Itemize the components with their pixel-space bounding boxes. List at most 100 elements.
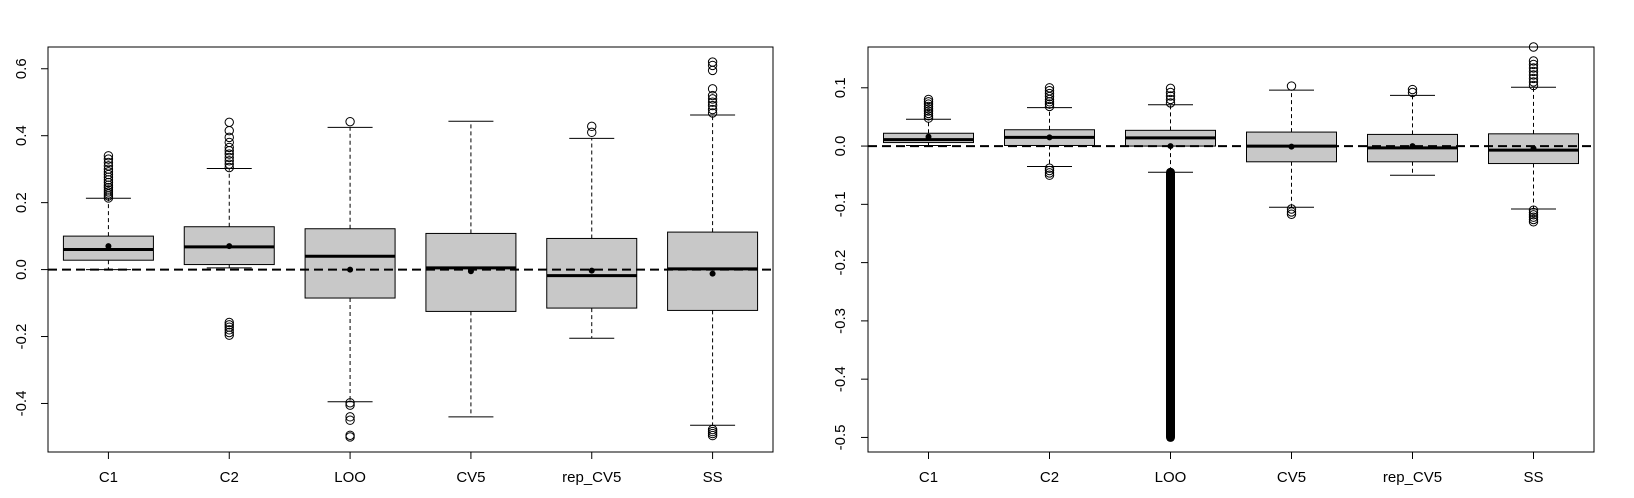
outlier-point [587,127,597,138]
x-tick-label-rep-cv5: rep_CV5 [562,469,621,486]
outlier-point [923,99,934,109]
y-tick-label: 0.6 [13,58,30,79]
y-tick-label: 0.0 [832,136,849,157]
outlier-point [224,317,234,328]
outlier-point [1044,101,1055,112]
iqr-box [304,228,396,299]
box-c1 [883,94,974,146]
outlier-point [1165,83,1176,94]
y-tick-label: 0.2 [13,192,30,213]
outlier-point [1044,163,1055,173]
outlier-point [224,159,234,169]
y-tick-label: -0.4 [832,366,849,392]
outlier-point [103,182,114,193]
outlier-point [1528,77,1539,87]
outlier-point [923,111,934,121]
outlier-point [1528,66,1539,77]
outlier-point [224,330,234,340]
outlier-point [224,142,234,153]
y-tick-label: -0.1 [832,191,849,217]
plot-frame [47,46,774,453]
box-c2 [1004,83,1095,180]
outlier-point [1286,204,1297,214]
outlier-point [224,152,234,163]
outlier-point [103,151,114,161]
y-tick-label: 0.1 [832,77,849,98]
outlier-point [345,412,355,422]
mean-point [709,270,716,277]
plot-frame [867,46,1595,453]
outlier-point [345,116,355,127]
x-tick-label-c1: C1 [99,469,118,486]
x-tick-label-loo: LOO [334,469,366,486]
outlier-point [707,94,718,104]
mean-point [588,267,595,274]
x-tick-label-rep-cv5: rep_CV5 [1383,469,1442,486]
outlier-point [923,101,934,112]
outlier-point [1165,87,1176,98]
outlier-point [1286,209,1297,219]
x-tick-label-loo: LOO [1155,469,1187,486]
right-boxplot-panel: -0.5 -0.4 -0.3 -0.2 -0.1 0.0 0.1 C1 C2 LOO CV5 rep_… [832,42,1595,486]
outlier-point [1528,210,1539,220]
outlier-point [707,60,718,71]
outlier-point [707,90,718,101]
outlier-point [1528,214,1539,225]
outlier-point [707,100,718,111]
outlier-point [1528,207,1539,218]
outlier-point [1528,59,1539,70]
outlier-point [224,320,234,330]
outlier-point [923,104,934,114]
outlier-point [103,185,114,195]
outlier-point [1044,168,1055,178]
box-rep-cv5 [1367,84,1458,176]
outlier-point [224,162,234,173]
mean-point [105,243,112,250]
outlier-point [345,400,355,410]
outlier-point [923,108,934,119]
outlier-point [587,121,597,132]
outlier-point [1407,84,1418,95]
iqr-box [546,237,638,309]
outlier-point [224,132,234,143]
box-loo [304,116,396,442]
x-tick-label-cv5: CV5 [456,469,485,486]
outlier-point [103,157,114,168]
outlier-point [707,97,718,107]
y-tick-label: 0.4 [13,125,30,146]
outlier-point [707,84,718,94]
y-tick-label: -0.2 [832,250,849,276]
outlier-point [1528,56,1539,66]
outlier-point [1286,81,1297,91]
outlier-point [1044,165,1055,176]
outlier-point [923,106,934,116]
outlier-point [1528,217,1539,227]
outlier-point [103,167,114,177]
y-tick-label: -0.5 [832,425,849,451]
outlier-point [1044,88,1055,99]
outlier-point [1165,91,1176,101]
outlier-point [923,97,934,107]
outlier-point [345,398,355,408]
box-ss [667,57,759,441]
outlier-point [224,327,234,338]
outlier-point [1528,73,1539,84]
outlier-point [707,430,718,441]
x-tick-label-c2: C2 [1040,469,1059,486]
outlier-point [1044,170,1055,180]
outlier-point [345,432,355,442]
outlier-point [103,164,114,174]
outlier-point [1528,212,1539,222]
x-tick-label-c1: C1 [919,469,938,486]
outlier-point [103,154,114,164]
outlier-point [1528,70,1539,80]
outlier-point [224,325,234,335]
mean-point [1409,143,1416,150]
outlier-point [224,117,234,128]
box-ss [1488,42,1579,227]
left-boxplot-panel: -0.4 -0.2 0.0 0.2 0.4 0.6 C1 C2 LOO CV5 rep_CV5 SS [13,46,774,486]
outlier-point [1528,205,1539,215]
y-tick-label: -0.2 [13,324,30,350]
x-tick-label-cv5: CV5 [1277,469,1306,486]
outlier-point [1286,207,1297,217]
